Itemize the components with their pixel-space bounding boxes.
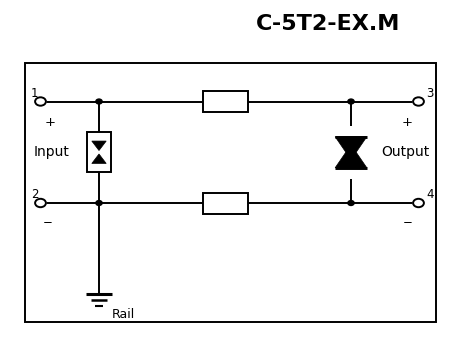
Polygon shape	[335, 137, 367, 160]
Text: Output: Output	[382, 145, 430, 159]
Circle shape	[96, 99, 102, 104]
Bar	[25, 63, 436, 322]
Polygon shape	[92, 141, 106, 150]
Text: +: +	[401, 116, 412, 129]
Polygon shape	[335, 145, 367, 168]
Text: 4: 4	[427, 188, 434, 201]
Circle shape	[35, 97, 46, 106]
Circle shape	[348, 99, 354, 104]
Text: −: −	[43, 216, 53, 229]
Text: Rail: Rail	[112, 308, 135, 321]
Bar	[202, 193, 248, 214]
Bar	[86, 132, 112, 173]
Text: Input: Input	[34, 145, 70, 159]
Circle shape	[96, 201, 102, 205]
Text: −: −	[403, 216, 413, 229]
Circle shape	[348, 201, 354, 205]
Text: 1: 1	[31, 87, 38, 100]
Circle shape	[413, 199, 424, 207]
Circle shape	[35, 199, 46, 207]
Text: +: +	[45, 116, 56, 129]
Text: 2: 2	[31, 188, 38, 201]
Bar	[202, 91, 248, 112]
Polygon shape	[92, 154, 106, 163]
Text: 3: 3	[427, 87, 434, 100]
Circle shape	[413, 97, 424, 106]
Text: C-5T2-EX.M: C-5T2-EX.M	[256, 14, 400, 35]
